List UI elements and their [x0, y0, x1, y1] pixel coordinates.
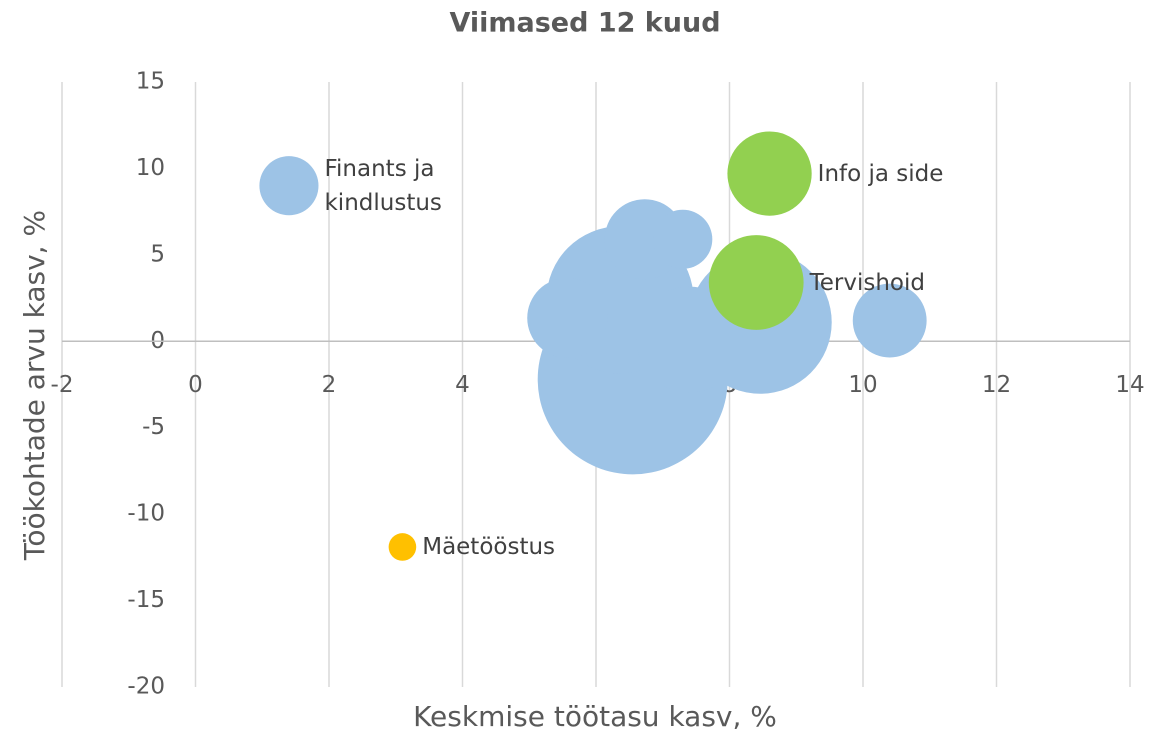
point-label: Finants ja kindlustus: [324, 155, 442, 216]
x-tick-label: 10: [848, 372, 877, 398]
y-tick-label: -10: [127, 501, 165, 527]
point-label: Tervishoid: [809, 269, 925, 296]
bubble: [527, 277, 608, 359]
bubble: [727, 131, 812, 216]
bubble: [259, 156, 319, 216]
y-tick-label: -20: [127, 674, 165, 700]
chart-title: Viimased 12 kuud: [449, 8, 720, 39]
y-axis-title: Töökohtade arvu kasv, %: [18, 210, 51, 561]
bubble: [388, 533, 417, 561]
bubble: [852, 283, 927, 358]
x-tick-label: 0: [188, 372, 203, 398]
x-tick-label: -2: [51, 372, 74, 398]
y-tick-label: 15: [136, 69, 165, 95]
y-tick-label: -5: [142, 414, 165, 440]
x-tick-label: 12: [982, 372, 1011, 398]
x-axis-title: Keskmise töötasu kasv, %: [413, 700, 777, 733]
y-tick-label: 10: [136, 155, 165, 181]
bubble: [708, 235, 804, 330]
x-tick-label: 2: [322, 372, 337, 398]
bubble: [653, 209, 713, 269]
bubble: [636, 286, 743, 393]
x-tick-label: 14: [1115, 372, 1144, 398]
x-tick-label: 4: [455, 372, 470, 398]
point-label: Mäetööstus: [422, 533, 556, 560]
point-label: Info ja side: [817, 160, 944, 187]
y-tick-label: -15: [127, 587, 165, 613]
y-tick-label: 5: [150, 241, 165, 267]
